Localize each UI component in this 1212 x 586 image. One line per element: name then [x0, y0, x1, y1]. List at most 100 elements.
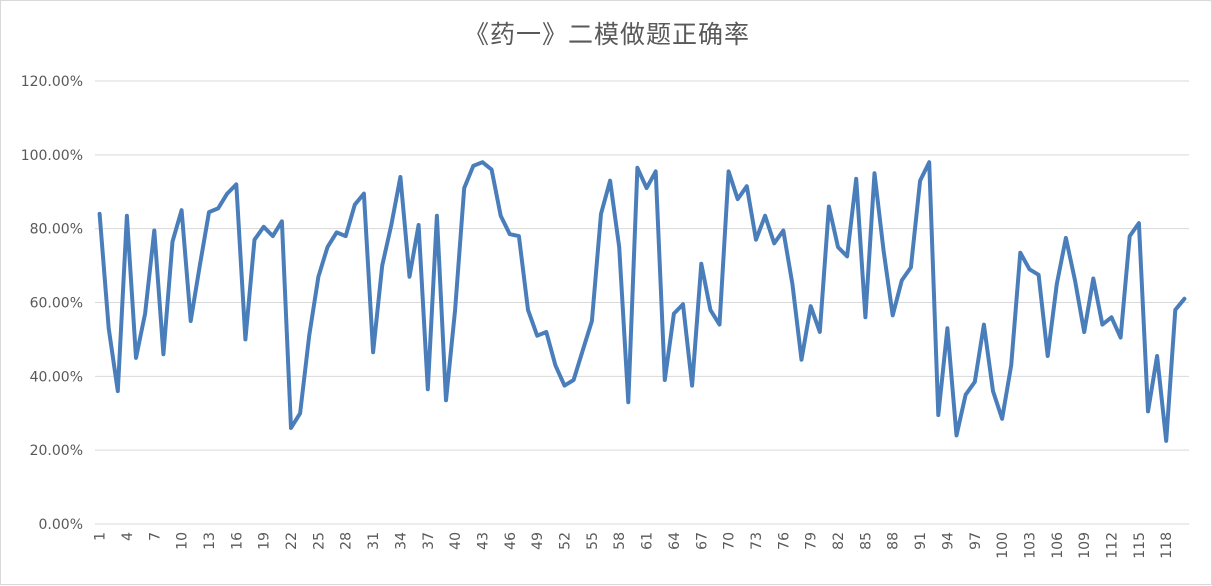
data-point [882, 249, 886, 253]
data-point [207, 210, 211, 214]
data-point [863, 315, 867, 319]
data-point [280, 219, 284, 223]
x-tick-label: 115 [1132, 532, 1148, 559]
data-point [927, 160, 931, 164]
data-point [772, 241, 776, 245]
x-tick-label: 106 [1050, 532, 1066, 559]
x-axis-ticks: 1 4 7 10 13 16 19 22 25 28 31 34 37 40 43 46 49 52 55 58 61 6… [93, 532, 1176, 559]
data-point [1128, 234, 1132, 238]
x-tick-label: 31 [366, 532, 382, 550]
data-point [955, 433, 959, 437]
x-tick-label: 82 [831, 532, 847, 550]
data-point [1137, 221, 1141, 225]
data-point [635, 166, 639, 170]
data-point [408, 275, 412, 279]
data-point [225, 192, 229, 196]
x-tick-label: 49 [530, 532, 546, 550]
x-tick-label: 1 [93, 532, 109, 541]
data-point [499, 214, 503, 218]
x-tick-label: 85 [858, 532, 874, 550]
x-tick-label: 52 [558, 532, 574, 550]
data-point [672, 312, 676, 316]
data-point [909, 265, 913, 269]
x-tick-label: 67 [694, 532, 710, 550]
data-point [1055, 282, 1059, 286]
data-point [453, 308, 457, 312]
data-point [125, 214, 129, 218]
x-tick-label: 7 [147, 532, 163, 541]
data-point [307, 334, 311, 338]
x-tick-label: 97 [968, 532, 984, 550]
data-point [152, 229, 156, 233]
data-point [945, 326, 949, 330]
x-tick-label: 28 [339, 532, 355, 550]
data-point [1018, 251, 1022, 255]
data-point [480, 160, 484, 164]
data-point [891, 313, 895, 317]
x-tick-label: 34 [393, 532, 409, 550]
data-point [699, 262, 703, 266]
y-tick-label: 0.00% [39, 517, 83, 533]
data-point [544, 330, 548, 334]
data-point [717, 323, 721, 327]
data-point [982, 323, 986, 327]
data-point [1091, 277, 1095, 281]
y-tick-label: 40.00% [30, 369, 83, 385]
x-tick-label: 55 [585, 532, 601, 550]
data-point [471, 164, 475, 168]
data-point [991, 389, 995, 393]
data-point [754, 238, 758, 242]
data-point [490, 168, 494, 172]
x-tick-label: 109 [1077, 532, 1093, 559]
data-point [180, 208, 184, 212]
series-layer [97, 160, 1187, 443]
x-tick-label: 88 [886, 532, 902, 550]
data-point [1000, 417, 1004, 421]
x-tick-label: 58 [612, 532, 628, 550]
data-point [900, 278, 904, 282]
data-point [745, 184, 749, 188]
x-tick-label: 73 [749, 532, 765, 550]
data-point [690, 384, 694, 388]
data-point [827, 205, 831, 209]
data-point [426, 387, 430, 391]
data-point [371, 350, 375, 354]
data-point [563, 384, 567, 388]
data-point [708, 308, 712, 312]
y-tick-label: 60.00% [30, 296, 83, 312]
x-tick-label: 46 [503, 532, 519, 550]
data-point [289, 426, 293, 430]
data-point [417, 223, 421, 227]
data-point [1119, 336, 1123, 340]
data-point [581, 348, 585, 352]
x-tick-label: 10 [175, 532, 191, 550]
y-axis-ticks: 0.00% 20.00% 40.00% 60.00% 80.00% 100.00% 120.… [21, 74, 83, 533]
data-point [1009, 363, 1013, 367]
data-point [781, 229, 785, 233]
data-point [790, 282, 794, 286]
x-tick-label: 25 [311, 532, 327, 550]
y-tick-label: 100.00% [21, 148, 83, 164]
data-point [362, 192, 366, 196]
x-tick-label: 112 [1105, 532, 1121, 559]
data-point [553, 363, 557, 367]
series-line [97, 160, 1187, 443]
data-point [1173, 308, 1177, 312]
x-tick-label: 118 [1159, 532, 1175, 559]
data-point [663, 378, 667, 382]
data-point [508, 232, 512, 236]
data-point [189, 319, 193, 323]
data-point [107, 326, 111, 330]
data-point [526, 308, 530, 312]
data-point [809, 304, 813, 308]
data-point [1182, 297, 1186, 301]
x-tick-label: 19 [257, 532, 273, 550]
data-point [1100, 323, 1104, 327]
x-tick-label: 70 [722, 532, 738, 550]
x-tick-label: 76 [776, 532, 792, 550]
data-point [1037, 273, 1041, 277]
data-point [161, 352, 165, 356]
data-point [818, 330, 822, 334]
x-tick-label: 40 [448, 532, 464, 550]
